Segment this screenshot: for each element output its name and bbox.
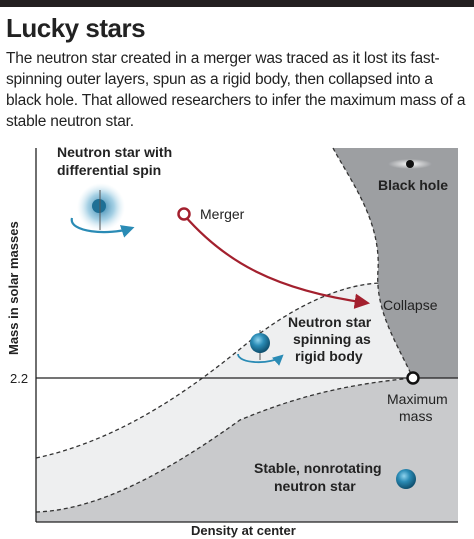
x-axis-label: Density at center xyxy=(191,523,296,538)
rigid-spin-label-2: spinning as xyxy=(293,331,371,347)
maximum-mass-label-1: Maximum xyxy=(387,391,448,407)
nonrotating-star-icon xyxy=(396,469,416,489)
y-tick-2-2: 2.2 xyxy=(10,371,28,386)
stable-star-label-2: neutron star xyxy=(274,478,356,494)
maximum-mass-point xyxy=(406,371,420,385)
stable-star-label-1: Stable, nonrotating xyxy=(254,460,382,476)
differential-spin-label-2: differential spin xyxy=(57,162,161,178)
rigid-spin-label-1: Neutron star xyxy=(288,314,372,330)
stable-region xyxy=(36,378,458,522)
differential-spin-label-1: Neutron star with xyxy=(57,144,172,160)
stable-boundary xyxy=(35,377,414,513)
rigid-spin-boundary xyxy=(35,282,381,459)
y-axis-label: Mass in solar masses xyxy=(6,221,21,355)
rigid-spin-label-3: rigid body xyxy=(295,348,363,364)
differential-spin-star-icon xyxy=(70,183,135,238)
rigid-spin-star-icon xyxy=(237,330,284,366)
black-hole-label: Black hole xyxy=(378,177,448,193)
merger-to-collapse-path xyxy=(183,214,371,309)
maximum-mass-label-2: mass xyxy=(399,408,432,424)
page-title: Lucky stars xyxy=(6,13,146,43)
merger-point xyxy=(177,207,191,221)
page-subtitle: The neutron star created in a merger was… xyxy=(6,50,466,130)
black-hole-icon xyxy=(388,159,432,169)
black-hole-region xyxy=(333,148,458,378)
collapse-label: Collapse xyxy=(383,297,438,313)
top-bar xyxy=(0,0,474,7)
merger-label: Merger xyxy=(200,206,245,222)
